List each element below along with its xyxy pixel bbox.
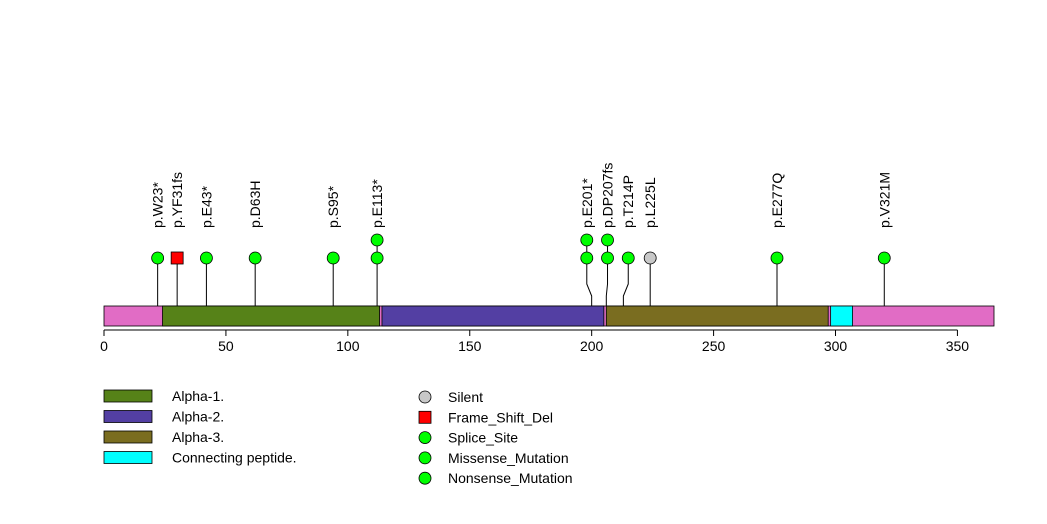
mutation-marker-10-0	[770, 251, 784, 265]
mutation-marker-6-1	[580, 233, 594, 247]
mutation-marker-6-0	[580, 251, 594, 265]
domain-legend: Alpha-1. Alpha-2. Alpha-3. Connecting pepti…	[103, 388, 297, 466]
x-tick-label-200: 200	[580, 338, 604, 354]
mutation-marker-5-0	[370, 251, 384, 265]
domain-legend-swatch-2	[103, 430, 153, 444]
mutation-label-6: p.E201*	[579, 178, 595, 228]
domain-legend-swatch-0	[103, 389, 153, 403]
mutation-legend-label-3: Missense_Mutation	[448, 450, 569, 466]
domain-legend-label-3: Connecting peptide.	[172, 450, 297, 466]
domain-legend-swatch-1	[103, 410, 153, 423]
domain-0	[162, 305, 380, 327]
mutation-legend-label-1: Frame_Shift_Del	[448, 409, 553, 425]
mutation-label-10: p.E277Q	[769, 173, 785, 228]
mutation-stem-7	[605, 240, 609, 306]
x-tick-label-100: 100	[336, 338, 360, 354]
mutation-marker-1-0	[170, 251, 184, 265]
x-tick-label-300: 300	[824, 338, 848, 354]
mutation-marker-5-1	[370, 233, 384, 247]
mutation-legend-marker-2	[418, 431, 432, 445]
mutation-label-9: p.L225L	[642, 177, 658, 228]
x-tick-label-250: 250	[702, 338, 726, 354]
mutation-label-11: p.V321M	[876, 172, 892, 228]
domain-legend-label-1: Alpha-2.	[172, 409, 224, 425]
mutation-marker-0-0	[151, 251, 165, 265]
mutation-marker-7-1	[601, 233, 614, 247]
x-tick-label-0: 0	[100, 338, 108, 354]
domain-legend-swatch-3	[103, 451, 153, 464]
protein-backbone-group	[103, 305, 995, 327]
mutation-marker-11-0	[877, 251, 891, 265]
domain-legend-label-0: Alpha-1.	[172, 388, 224, 404]
mutation-legend-label-4: Nonsense_Mutation	[448, 470, 573, 486]
domain-legend-label-2: Alpha-3.	[172, 429, 224, 445]
mutation-stem-8	[622, 258, 629, 306]
mutation-marker-9-0	[643, 251, 657, 265]
mutation-stem-6	[586, 240, 593, 306]
mutation-label-1: p.YF31fs	[169, 172, 185, 228]
mutation-legend-label-2: Splice_Site	[448, 430, 518, 446]
x-axis: 0 50 100 150 200 250 300 350	[100, 329, 970, 354]
mutation-marker-4-0	[326, 251, 340, 265]
mutation-marker-3-0	[248, 251, 262, 265]
mutation-marker-2-0	[200, 251, 213, 265]
mutation-label-4: p.S95*	[325, 185, 341, 228]
mutation-markers: p.W23* p.YF31fs p.E43* p.D63H p.S95* p.E113* p…	[150, 163, 892, 306]
mutation-legend-marker-3	[418, 451, 432, 465]
mutation-label-7: p.DP207fs	[600, 163, 616, 228]
mutation-legend-marker-1	[418, 410, 432, 424]
mutation-marker-7-0	[601, 251, 614, 265]
mutation-label-5: p.E113*	[369, 179, 385, 228]
mutation-legend-marker-0	[418, 390, 432, 404]
mutation-legend-marker-4	[418, 471, 432, 485]
mutation-label-0: p.W23*	[150, 182, 166, 228]
mutation-label-3: p.D63H	[247, 181, 263, 228]
mutation-legend: Silent Frame_Shift_Del Splice_Site Missense…	[418, 389, 573, 486]
x-tick-label-350: 350	[946, 338, 970, 354]
domain-2	[605, 305, 829, 327]
mutation-legend-label-0: Silent	[448, 389, 483, 405]
mutation-label-8: p.T214P	[620, 175, 636, 228]
mutation-label-2: p.E43*	[198, 185, 214, 228]
domain-1	[381, 305, 605, 327]
x-tick-label-150: 150	[458, 338, 482, 354]
x-tick-label-50: 50	[218, 338, 234, 354]
domain-3	[830, 305, 853, 327]
mutation-marker-8-0	[621, 251, 635, 265]
